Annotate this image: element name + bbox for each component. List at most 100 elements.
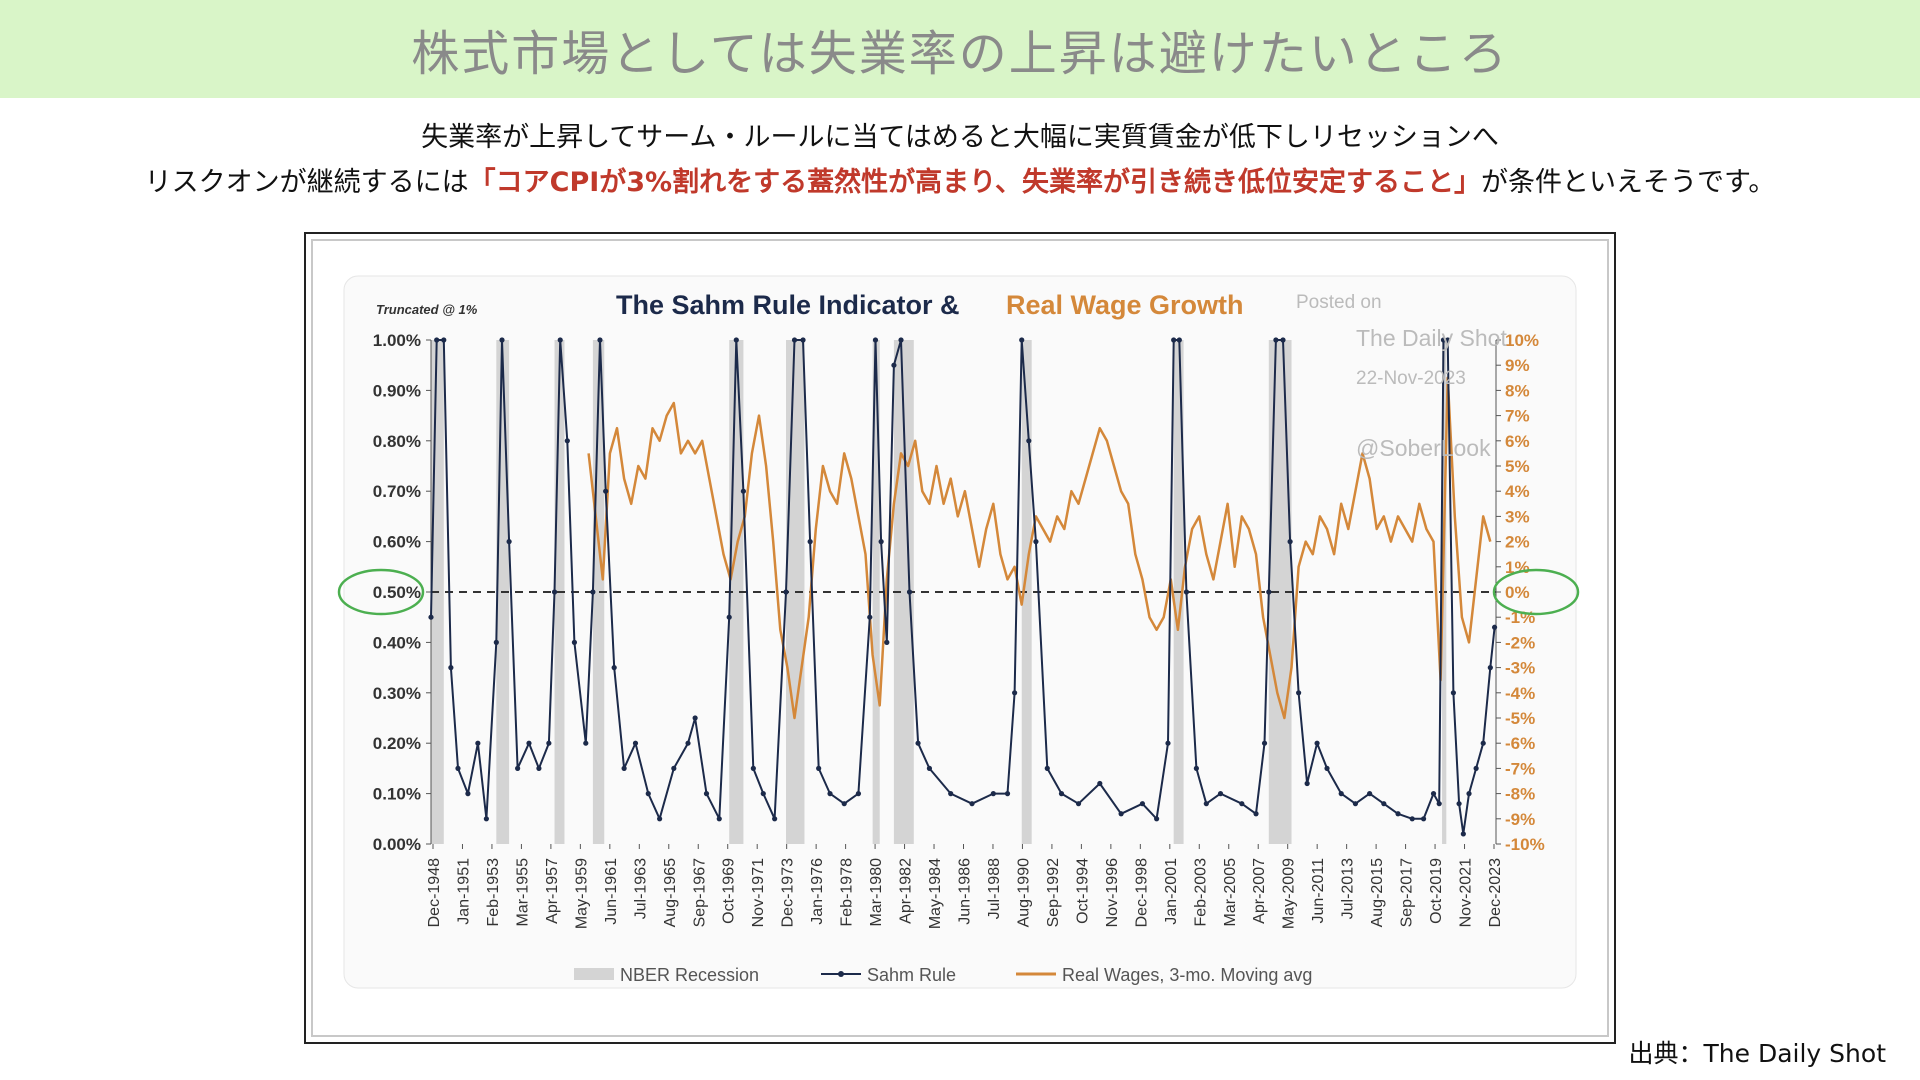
x-axis-tick-label: Jul-1988: [986, 858, 1003, 919]
sahm-point: [557, 337, 563, 343]
sahm-point: [441, 337, 447, 343]
x-axis-tick-label: Jan-1951: [455, 858, 472, 925]
sahm-point: [855, 791, 862, 797]
sahm-point: [493, 639, 499, 645]
sahm-point: [546, 740, 552, 746]
series-layer: [428, 337, 1498, 837]
sahm-point: [716, 816, 722, 822]
right-axis-tick-label: -8%: [1505, 785, 1535, 804]
sahm-point: [685, 740, 691, 746]
sahm-point: [1430, 791, 1437, 797]
left-axis-tick-label: 0.80%: [373, 432, 421, 451]
sahm-point: [1296, 690, 1302, 696]
sahm-point: [1487, 665, 1493, 671]
sahm-point: [1456, 801, 1462, 807]
sahm-point: [891, 362, 897, 368]
sahm-point: [807, 539, 813, 545]
sahm-point: [583, 740, 589, 746]
right-axis-tick-label: 4%: [1505, 482, 1530, 501]
watermark-source: The Daily Shot: [1356, 325, 1507, 351]
right-axis-tick-label: 5%: [1505, 457, 1530, 476]
x-axis-tick-label: Dec-1948: [426, 858, 443, 927]
sahm-point: [1176, 337, 1182, 343]
sahm-point: [1193, 765, 1199, 772]
watermark-date: 22-Nov-2023: [1356, 368, 1466, 389]
sahm-point: [1409, 816, 1415, 822]
right-axis-tick-label: -4%: [1505, 684, 1535, 703]
sahm-point: [1480, 740, 1486, 746]
x-axis-tick-label: Nov-1996: [1104, 858, 1121, 927]
left-axis-tick-label: 0.40%: [373, 633, 421, 652]
x-axis-tick-label: Oct-1994: [1074, 858, 1091, 924]
sahm-point: [611, 665, 617, 671]
sahm-point: [564, 438, 570, 444]
sahm-point: [772, 816, 778, 822]
legend-label-sahm: Sahm Rule: [867, 965, 956, 985]
sahm-point: [726, 614, 732, 620]
sahm-point: [1395, 811, 1401, 817]
sahm-point: [1450, 690, 1456, 696]
page-title: 株式市場としては失業率の上昇は避けたいところ: [411, 26, 1509, 82]
sahm-point: [1253, 811, 1259, 817]
sahm-point: [571, 639, 578, 645]
x-axis-tick-label: Sep-1992: [1045, 858, 1062, 927]
x-axis-tick-label: Oct-2019: [1428, 858, 1445, 924]
sahm-point: [1075, 801, 1082, 807]
sahm-point: [872, 337, 879, 343]
sahm-point: [1352, 801, 1359, 807]
sahm-point: [1004, 791, 1011, 797]
sahm-point: [791, 337, 798, 343]
sahm-point: [1460, 831, 1466, 837]
x-axis-tick-label: May-1959: [573, 858, 590, 929]
watermark-handle: @SoberLook: [1356, 435, 1491, 461]
x-axis-tick-label: Feb-2003: [1192, 858, 1209, 927]
x-axis-tick-label: Feb-1978: [839, 858, 856, 927]
subtitle-highlight: 「コアCPIが3%割れをする蓋然性が高まり、失業率が引き続き低位安定すること」: [468, 167, 1482, 198]
right-axis-tick-label: 2%: [1505, 533, 1530, 552]
sahm-point: [1314, 740, 1320, 746]
sahm-point: [515, 765, 521, 772]
right-axis-tick-label: 6%: [1505, 432, 1530, 451]
x-axis-tick-label: Jul-2013: [1340, 858, 1357, 919]
chart: 0.00% 0.10% 0.20% 0.30% 0.40% 0.50% 0.60% 0.70%…: [311, 239, 1609, 1037]
sahm-point: [898, 337, 904, 343]
right-threshold-circle: [1492, 568, 1580, 616]
x-axis-tick-label: Dec-1973: [780, 858, 797, 927]
legend-label-wages: Real Wages, 3-mo. Moving avg: [1062, 965, 1312, 985]
sahm-point: [884, 639, 890, 645]
sahm-point: [1436, 801, 1442, 807]
sahm-point: [1261, 740, 1268, 746]
x-axis-tick-label: Aug-1965: [662, 858, 679, 927]
sahm-point: [1338, 791, 1344, 797]
sahm-point: [434, 337, 440, 343]
axes: 0.00% 0.10% 0.20% 0.30% 0.40% 0.50% 0.60% 0.70%…: [337, 331, 1580, 929]
sahm-point: [1019, 337, 1025, 343]
sahm-point: [969, 801, 975, 807]
sahm-point: [1097, 780, 1103, 787]
x-axis-tick-label: Dec-2023: [1487, 858, 1504, 927]
x-axis-tick-label: Sep-2017: [1399, 858, 1416, 927]
sahm-point: [1266, 589, 1272, 595]
sahm-point: [1491, 624, 1498, 630]
x-axis-tick-label: May-2009: [1281, 858, 1298, 929]
sahm-point: [1466, 791, 1472, 797]
sahm-point: [671, 765, 677, 772]
x-axis-tick-label: Jan-2001: [1163, 858, 1180, 925]
title-banner: 株式市場としては失業率の上昇は避けたいところ: [0, 0, 1920, 98]
x-axis-tick-label: Nov-1971: [750, 858, 767, 927]
x-axis-tick-label: Nov-2021: [1458, 858, 1475, 927]
sahm-point: [465, 791, 471, 797]
sahm-point: [475, 740, 481, 746]
legend-swatch-sahm-dot: [838, 971, 844, 977]
sahm-point: [906, 589, 913, 595]
sahm-point: [948, 791, 954, 797]
right-axis-tick-label: -7%: [1505, 759, 1535, 778]
sahm-point: [1165, 740, 1171, 746]
left-axis-tick-label: 0.00%: [373, 835, 421, 854]
left-axis-tick-label: 0.10%: [373, 785, 421, 804]
x-axis-tick-label: Mar-1980: [868, 858, 885, 927]
x-axis-tick-label: Feb-1953: [485, 858, 502, 927]
right-axis-tick-label: 8%: [1505, 381, 1530, 400]
series-line-sahm-rule: [430, 339, 1496, 835]
right-axis-tick-label: 9%: [1505, 356, 1530, 375]
